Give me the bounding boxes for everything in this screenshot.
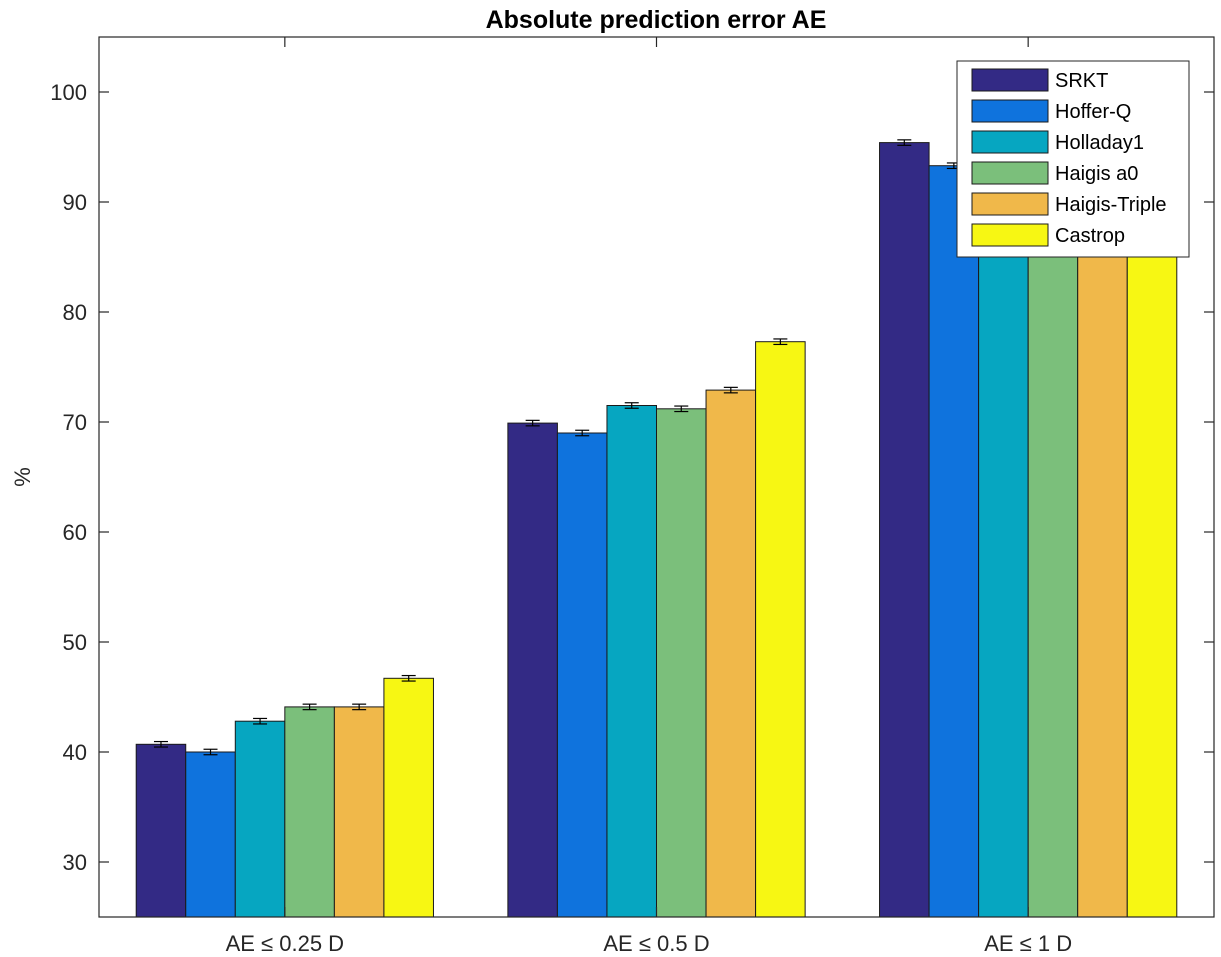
bar-hoffer-q-3 — [928, 165, 980, 918]
x-axis: AE ≤ 0.25 D AE ≤ 0.5 D AE ≤ 1 D — [226, 37, 1072, 956]
error-bar-1-3 — [897, 139, 912, 146]
legend-item: Holladay1 — [971, 130, 1144, 154]
bar-holladay1-2 — [606, 405, 658, 918]
error-bar-6-1 — [401, 674, 416, 682]
bar-castrop-1 — [383, 677, 434, 918]
x-tick-label: AE ≤ 1 D — [984, 931, 1072, 956]
y-tick-label: 50 — [63, 630, 87, 655]
legend-label: SRKT — [1055, 70, 1108, 92]
y-tick-label: 80 — [63, 300, 87, 325]
y-axis: 30 40 50 60 70 80 90 100 — [50, 80, 1214, 875]
legend-item: Haigis-Triple — [971, 192, 1167, 216]
y-tick-label: 40 — [63, 740, 87, 765]
error-bar-2-2 — [575, 429, 590, 437]
legend-swatch — [971, 161, 1049, 185]
legend-label: Holladay1 — [1055, 132, 1144, 154]
bar-haigis-triple-2 — [705, 389, 757, 918]
bar-haigis-triple-1 — [333, 706, 385, 918]
legend-label: Haigis-Triple — [1055, 194, 1167, 216]
bar-castrop-3 — [1126, 146, 1178, 918]
y-tick-label: 60 — [63, 520, 87, 545]
y-tick-label: 100 — [50, 80, 87, 105]
y-tick-label: 30 — [63, 850, 87, 875]
error-bar-5-1 — [352, 703, 367, 711]
error-bar-2-1 — [203, 748, 218, 756]
error-bar-3-1 — [253, 717, 268, 725]
error-bar-6-2 — [773, 338, 788, 346]
bar-hoffer-q-2 — [556, 432, 608, 918]
bars-layer — [135, 142, 1178, 918]
legend-swatch — [971, 99, 1049, 123]
chart-title: Absolute prediction error AE — [486, 6, 827, 34]
error-bar-1-2 — [525, 419, 540, 427]
bar-haigis-triple-3 — [1077, 163, 1128, 918]
error-bar-3-2 — [624, 402, 639, 409]
bar-haigis-a0-1 — [284, 706, 335, 918]
bar-haigis-a0-3 — [1027, 170, 1079, 918]
legend-item: Haigis a0 — [971, 161, 1138, 185]
y-tick-label: 90 — [63, 190, 87, 215]
bar-srkt-2 — [507, 422, 558, 918]
bar-castrop-2 — [755, 341, 806, 918]
bar-srkt-3 — [879, 142, 930, 918]
legend-item: SRKT — [971, 68, 1108, 92]
legend-label: Hoffer-Q — [1055, 101, 1131, 123]
bar-hoffer-q-1 — [185, 751, 236, 918]
y-axis-label: % — [10, 467, 35, 487]
error-bar-4-1 — [302, 703, 317, 711]
legend-label: Haigis a0 — [1055, 163, 1138, 185]
x-tick-label: AE ≤ 0.5 D — [603, 931, 709, 956]
bar-holladay1-3 — [978, 175, 1029, 918]
legend-item: Hoffer-Q — [971, 99, 1131, 123]
error-bar-4-2 — [674, 405, 689, 413]
legend-label: Castrop — [1055, 225, 1125, 247]
y-tick-label: 70 — [63, 410, 87, 435]
legend-swatch — [971, 130, 1049, 154]
legend: SRKT Hoffer-Q Holladay1 Haigis a0 Haigis-Tri… — [956, 60, 1190, 258]
legend-swatch — [971, 68, 1049, 92]
x-tick-label: AE ≤ 0.25 D — [226, 931, 344, 956]
legend-swatch — [971, 223, 1049, 247]
bar-haigis-a0-2 — [656, 408, 707, 918]
bar-holladay1-1 — [234, 720, 286, 918]
bar-srkt-1 — [135, 743, 187, 918]
error-bar-5-2 — [723, 386, 738, 394]
legend-swatch — [971, 192, 1049, 216]
error-bar-1-1 — [153, 740, 168, 748]
legend-item: Castrop — [971, 223, 1125, 247]
